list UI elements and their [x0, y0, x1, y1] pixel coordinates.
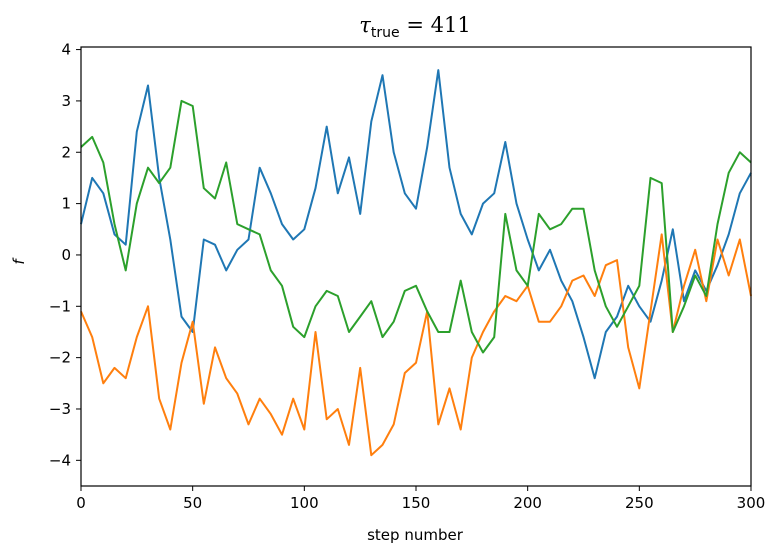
series-line-1	[80, 69, 752, 380]
x-tick-label: 300	[737, 494, 766, 512]
series-line-2	[80, 233, 752, 457]
series-line-3	[80, 99, 752, 354]
chart-title-symbol: τ	[359, 13, 371, 37]
y-tick-label: −4	[49, 451, 71, 469]
plot-area-frame	[80, 46, 752, 487]
chart-title-rest: = 411	[400, 13, 471, 37]
x-tick-label: 50	[183, 494, 202, 512]
y-tick-label: 1	[61, 195, 71, 213]
x-axis-label: step number	[367, 526, 464, 544]
x-tick-label: 200	[513, 494, 542, 512]
y-tick-label: −3	[49, 400, 71, 418]
y-tick-label: 2	[61, 143, 71, 161]
x-tick-label: 0	[76, 494, 86, 512]
series-layer	[80, 69, 752, 457]
y-tick-label: 4	[61, 41, 71, 59]
chart-title: τtrue = 411	[359, 13, 470, 41]
x-tick-label: 100	[290, 494, 319, 512]
y-axis: −4 −3 −2 −1 0 1 2 3 4	[49, 41, 81, 469]
x-tick-label: 250	[625, 494, 654, 512]
x-axis: 0 50 100 150 200 250 300	[76, 486, 765, 512]
y-tick-label: 3	[61, 92, 71, 110]
chart-title-subscript: true	[371, 25, 400, 41]
y-tick-label: −2	[49, 349, 71, 367]
y-tick-label: 0	[61, 246, 71, 264]
x-tick-label: 150	[402, 494, 431, 512]
y-axis-label: f	[10, 257, 28, 265]
y-tick-label: −1	[49, 297, 71, 315]
